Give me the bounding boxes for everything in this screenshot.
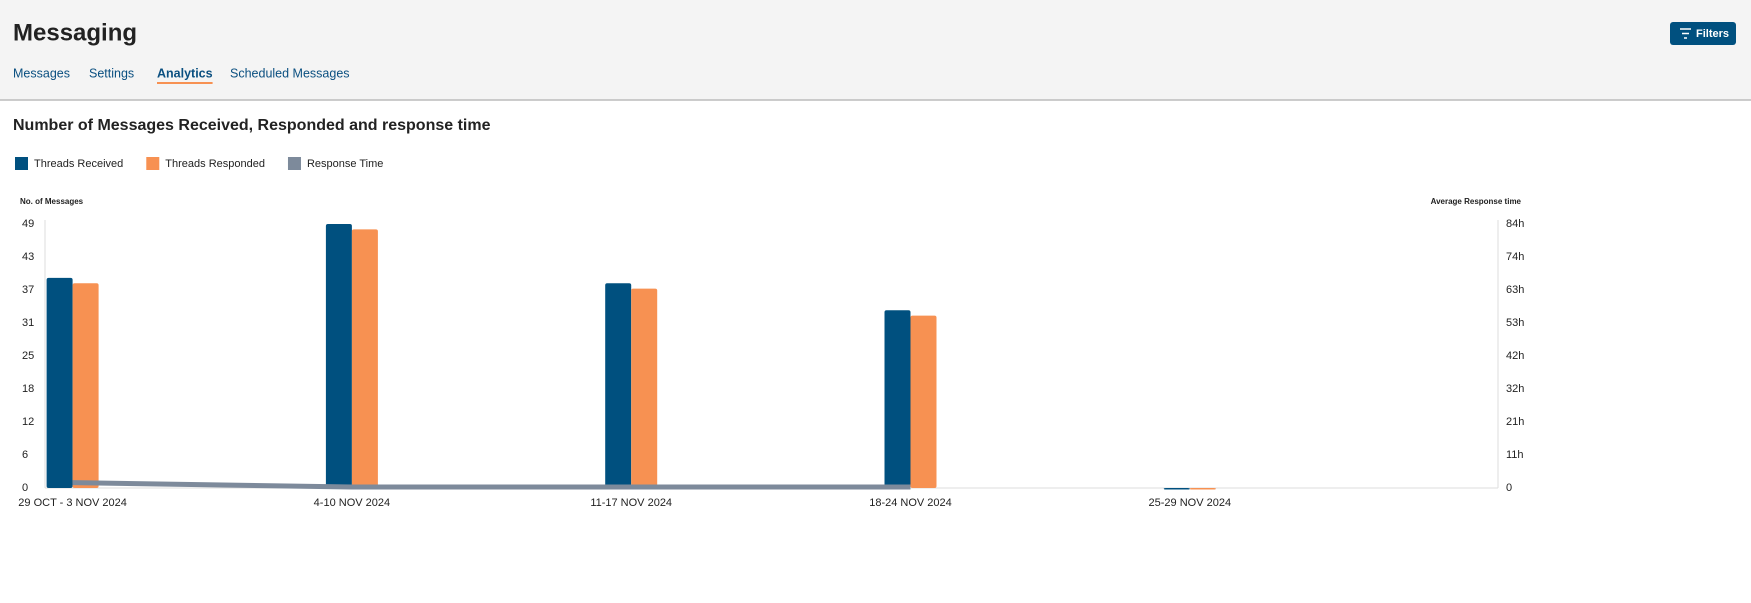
legend-label: Threads Received (34, 158, 123, 170)
y2-tick-label: 74h (1506, 251, 1524, 263)
y2-tick-label: 63h (1506, 284, 1524, 296)
line (72, 480, 911, 490)
y-tick-label: 49 (22, 218, 34, 230)
nav-tab[interactable]: Scheduled Messages (230, 66, 350, 80)
x-tick-label: 25-29 NOV 2024 (1149, 497, 1232, 509)
y-tick-label: 31 (22, 317, 34, 329)
x-tick-label: 11-17 NOV 2024 (590, 497, 672, 509)
legend-label: Response Time (307, 158, 383, 170)
nav-tab[interactable]: Analytics (157, 66, 213, 80)
x-tick-label: 29 OCT - 3 NOV 2024 (18, 497, 127, 509)
nav-tab[interactable]: Settings (89, 66, 134, 80)
bar (605, 283, 632, 488)
bar (631, 288, 658, 488)
header-bg (0, 0, 1751, 100)
bar (72, 283, 99, 488)
chart-title: Number of Messages Received, Responded a… (13, 117, 491, 134)
bar (325, 224, 352, 488)
nav-tab[interactable]: Messages (13, 66, 70, 80)
legend-swatch (287, 157, 301, 170)
y-axis-label: No. of Messages (20, 197, 84, 206)
y2-tick-label: 53h (1506, 317, 1524, 329)
bar (884, 310, 911, 488)
page-title: Messaging (13, 19, 137, 46)
x-tick-label: 4-10 NOV 2024 (314, 497, 390, 509)
y-tick-label: 12 (22, 416, 34, 428)
y2-tick-label: 21h (1506, 416, 1524, 428)
y-tick-label: 18 (22, 383, 34, 395)
y-tick-label: 0 (22, 482, 28, 494)
bar (351, 229, 378, 488)
y2-tick-label: 84h (1506, 218, 1524, 230)
x-tick-label: 18-24 NOV 2024 (869, 497, 952, 509)
y2-tick-label: 32h (1506, 383, 1524, 395)
y-tick-label: 25 (22, 350, 34, 362)
bar (1189, 488, 1216, 490)
bar (1163, 488, 1190, 490)
legend-label: Threads Responded (165, 158, 265, 170)
y2-axis-label: Average Response time (1431, 197, 1522, 206)
filters-button[interactable]: Filters (1670, 22, 1736, 45)
bar (46, 277, 73, 488)
y-tick-label: 43 (22, 251, 34, 263)
y2-tick-label: 0 (1506, 482, 1512, 494)
y-tick-label: 6 (22, 449, 28, 461)
y-tick-label: 37 (22, 284, 34, 296)
y2-tick-label: 11h (1506, 449, 1524, 461)
legend-swatch (146, 157, 160, 170)
bar (910, 315, 937, 488)
legend-swatch (15, 157, 28, 170)
button-bg[interactable] (1670, 22, 1736, 45)
button-label[interactable]: Filters (1696, 28, 1729, 40)
y2-tick-label: 42h (1506, 350, 1524, 362)
